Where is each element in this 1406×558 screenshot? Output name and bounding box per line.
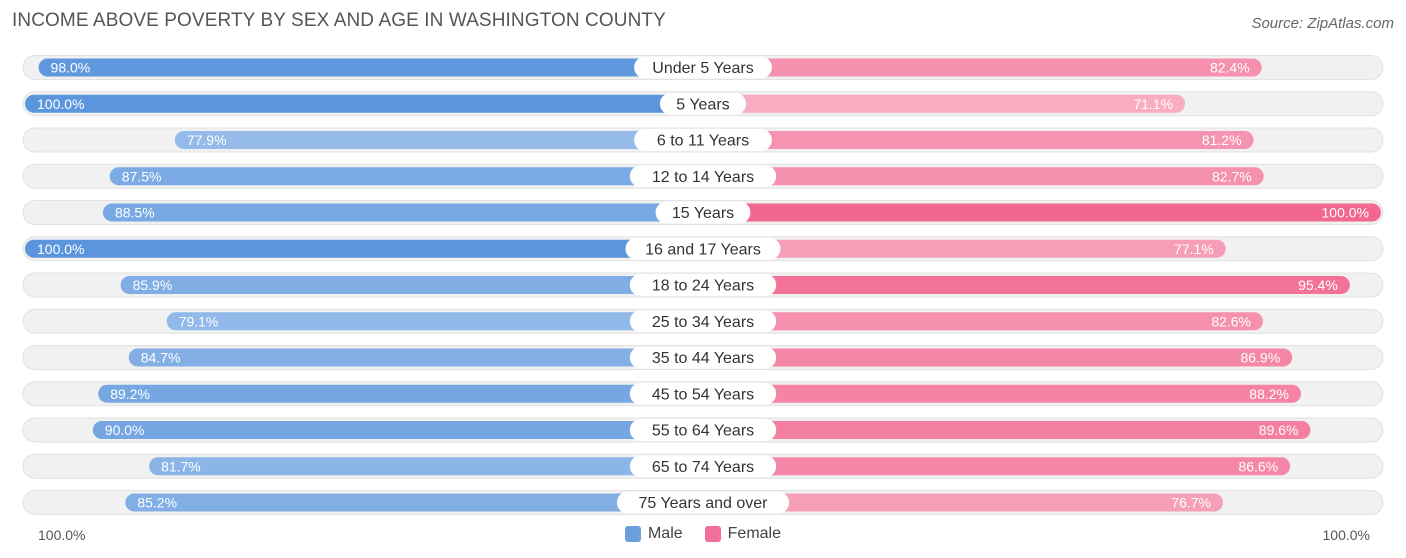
- female-value-label: 71.1%: [1133, 96, 1173, 112]
- female-bar: [703, 203, 1381, 222]
- female-bar: [703, 457, 1291, 476]
- female-bar: [703, 493, 1224, 512]
- category-label-bg: [629, 419, 777, 441]
- category-label: 45 to 54 Years: [652, 386, 754, 403]
- male-value-label: 84.7%: [141, 350, 181, 366]
- female-bar: [703, 239, 1226, 258]
- male-bar: [38, 58, 704, 77]
- female-value-label: 86.6%: [1238, 458, 1278, 474]
- female-bar: [703, 312, 1264, 331]
- category-label: 55 to 64 Years: [652, 423, 754, 440]
- female-value-label: 100.0%: [1322, 205, 1369, 221]
- female-bar: [703, 58, 1262, 77]
- chart-title: INCOME ABOVE POVERTY BY SEX AND AGE IN W…: [12, 10, 666, 31]
- category-label-bg: [625, 237, 781, 260]
- category-label-bg: [629, 346, 777, 369]
- male-bar: [174, 131, 703, 149]
- male-bar: [166, 312, 703, 331]
- category-label: 16 and 17 Years: [645, 241, 761, 258]
- category-label-bg: [616, 491, 790, 514]
- male-value-label: 79.1%: [179, 313, 219, 329]
- female-value-label: 82.7%: [1212, 168, 1252, 184]
- category-label: 75 Years and over: [639, 495, 769, 512]
- female-value-label: 88.2%: [1249, 386, 1289, 402]
- legend-item-female[interactable]: Female: [704, 525, 782, 543]
- legend-swatch-male: [624, 526, 641, 542]
- category-label: 65 to 74 Years: [652, 459, 754, 476]
- female-value-label: 81.2%: [1202, 132, 1242, 148]
- category-label-bg: [629, 274, 777, 296]
- male-bar: [149, 457, 704, 476]
- female-bar: [703, 167, 1264, 186]
- female-value-label: 76.7%: [1171, 495, 1211, 511]
- category-label-bg: [659, 92, 747, 115]
- legend-label-male: Male: [647, 525, 683, 542]
- source-label: Source: ZipAtlas.com: [1251, 15, 1394, 32]
- category-label: Under 5 Years: [652, 60, 753, 77]
- male-bar: [98, 384, 703, 403]
- female-value-label: 77.1%: [1174, 241, 1214, 257]
- female-value-label: 89.6%: [1259, 422, 1299, 438]
- female-bar: [703, 421, 1311, 439]
- female-value-label: 95.4%: [1298, 277, 1338, 293]
- female-value-label: 82.6%: [1211, 313, 1251, 329]
- legend-label-female: Female: [727, 525, 782, 542]
- category-label-bg: [629, 310, 777, 333]
- category-label: 12 to 14 Years: [652, 169, 754, 186]
- male-value-label: 85.9%: [133, 277, 173, 293]
- male-bar: [92, 421, 704, 439]
- category-label: 15 Years: [672, 205, 734, 222]
- category-label-bg: [634, 56, 772, 79]
- male-value-label: 89.2%: [110, 386, 150, 402]
- male-value-label: 87.5%: [122, 168, 162, 184]
- male-value-label: 77.9%: [187, 132, 227, 148]
- male-bar: [125, 493, 704, 512]
- male-value-label: 85.2%: [137, 495, 177, 511]
- female-bar: [703, 384, 1301, 403]
- category-label-bg: [629, 165, 777, 188]
- category-label-bg: [629, 382, 777, 405]
- male-value-label: 98.0%: [51, 60, 91, 76]
- female-bar: [703, 131, 1254, 149]
- category-label: 6 to 11 Years: [657, 133, 749, 150]
- category-label-bg: [629, 455, 777, 478]
- category-label-bg: [655, 201, 751, 224]
- male-value-label: 88.5%: [115, 205, 155, 221]
- male-bar: [25, 239, 703, 258]
- male-value-label: 100.0%: [37, 241, 84, 257]
- category-label-bg: [634, 129, 772, 151]
- female-value-label: 82.4%: [1210, 60, 1250, 76]
- male-value-label: 90.0%: [105, 422, 145, 438]
- female-bar: [703, 276, 1350, 294]
- male-bar: [128, 348, 703, 367]
- legend-swatch-female: [704, 526, 721, 542]
- female-value-label: 86.9%: [1240, 350, 1280, 366]
- male-value-label: 81.7%: [161, 458, 201, 474]
- category-label: 35 to 44 Years: [652, 350, 754, 367]
- category-label: 18 to 24 Years: [652, 278, 754, 295]
- male-bar: [25, 94, 703, 113]
- male-bar: [102, 203, 704, 222]
- male-bar: [109, 167, 703, 186]
- male-value-label: 100.0%: [37, 96, 84, 112]
- legend-item-male[interactable]: Male: [624, 525, 683, 543]
- axis-left-label: 100.0%: [38, 527, 86, 543]
- category-label: 5 Years: [676, 96, 729, 113]
- axis-right-label: 100.0%: [1322, 527, 1370, 543]
- female-bar: [703, 348, 1293, 367]
- legend: Male Female: [0, 525, 1406, 543]
- female-bar: [703, 94, 1186, 113]
- category-label: 25 to 34 Years: [652, 314, 754, 331]
- male-bar: [120, 276, 703, 294]
